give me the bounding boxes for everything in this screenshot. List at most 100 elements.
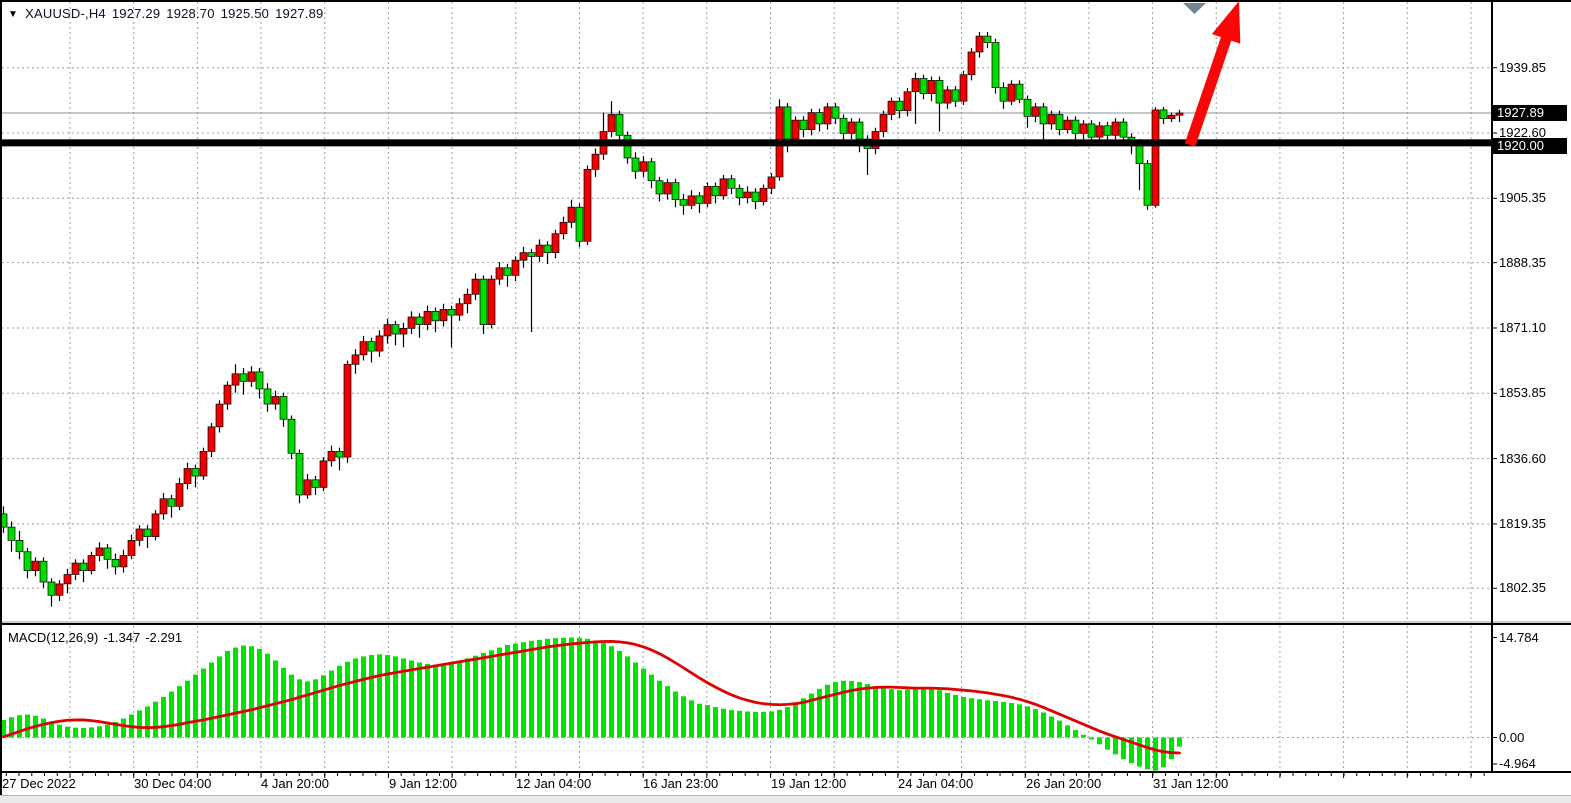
candlesticks [0,31,1184,607]
ohlc-open: 1927.29 [111,6,161,21]
up-candle [63,574,72,585]
up-candle [351,354,360,365]
up-candle [95,547,104,556]
macd-axis-label: -4.964 [1499,756,1536,771]
down-candle [15,540,24,553]
price-axis-label: 1939.85 [1499,59,1546,75]
macd-histogram [1,637,1182,771]
up-candle [407,316,416,329]
up-candle [207,426,216,452]
up-candle [1175,112,1184,116]
up-candle [487,278,496,325]
down-candle [263,388,272,405]
up-candle [175,483,184,507]
up-candle [183,468,192,484]
up-candle [231,373,240,386]
red-up-arrow-annotation[interactable] [1184,1,1241,147]
up-candle [135,528,144,541]
up-candle [159,498,168,515]
down-candle [295,452,304,496]
up-candle [759,187,768,202]
down-candle [191,468,200,477]
down-candle [799,119,808,130]
symbol-header: ▼ XAUUSD-,H4 1927.29 1928.70 1925.50 1927.89 [8,6,329,21]
time-axis-label: 19 Jan 12:00 [771,776,847,791]
down-candle [831,106,840,119]
time-axis-label: 27 Dec 2022 [2,776,76,791]
up-candle [511,259,520,276]
up-candle [591,153,600,170]
down-candle [279,396,288,420]
up-candle [943,89,952,104]
down-candle [79,562,88,572]
window-top-border [0,0,1571,2]
up-candle [879,114,888,132]
ohlc-close: 1927.89 [275,6,324,21]
pane-separator[interactable] [0,623,1571,625]
price-axis-label: 1871.10 [1499,319,1546,335]
price-axis-label: 1922.60 [1499,125,1546,140]
up-candle [719,178,728,197]
down-candle [631,157,640,172]
down-candle [647,161,656,182]
up-candle [975,35,984,53]
gridlines [2,2,1491,771]
down-candle [7,526,16,541]
up-candle [1079,123,1088,134]
down-candle [727,178,736,189]
up-candle [71,562,80,575]
up-candle [495,267,504,280]
down-candle [1023,98,1032,117]
price-axis-label: 1836.60 [1499,450,1546,466]
down-triangle-marker-icon[interactable] [1183,3,1206,14]
up-candle [151,513,160,537]
down-candle [391,324,400,335]
down-candle [751,191,760,202]
down-candle [503,267,512,276]
down-candle [255,371,264,390]
macd-signal-value: -2.291 [145,630,183,645]
down-candle [335,451,344,458]
collapse-triangle-icon: ▼ [8,9,19,20]
down-candle [991,42,1000,88]
symbol-name: XAUUSD-,H4 [25,6,106,21]
up-candle [199,451,208,477]
down-candle [679,199,688,206]
up-candle [471,278,480,295]
up-candle [383,324,392,337]
up-candle [247,371,256,382]
up-candle [1167,114,1176,119]
down-candle [367,341,376,352]
price-axis-label: 1819.35 [1499,515,1546,531]
down-candle [919,78,928,94]
down-candle [447,309,456,316]
price-axis-label: 1853.85 [1499,385,1546,401]
down-candle [479,278,488,325]
up-candle [119,555,128,568]
down-candle [711,186,720,197]
down-candle [111,558,120,568]
up-candle [303,479,312,496]
up-candle [359,341,368,356]
up-candle [743,191,752,199]
up-candle [959,74,968,102]
down-candle [575,206,584,242]
up-candle [343,363,352,458]
time-axis-label: 12 Jan 04:00 [516,776,592,791]
time-axis-label: 16 Jan 23:00 [643,776,719,791]
price-axis-label: 1888.35 [1499,254,1546,270]
up-candle [455,303,464,316]
down-candle [783,106,792,140]
up-candle [567,206,576,223]
up-candle [807,112,816,130]
up-candle [911,78,920,93]
down-candle [1103,125,1112,136]
up-candle [535,244,544,257]
down-candle [1039,106,1048,125]
macd-main-value: -1.347 [103,630,141,645]
price-axis-separator [1491,2,1493,773]
horizontal-level-line-1920[interactable] [2,139,1491,147]
up-candle [1063,119,1072,130]
down-candle [23,551,32,572]
